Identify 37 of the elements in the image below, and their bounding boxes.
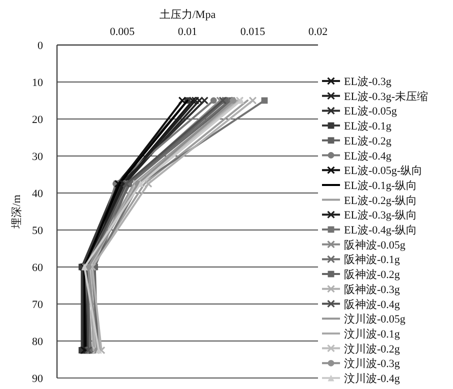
y-tick-label: 10 bbox=[32, 77, 44, 89]
legend-label: EL波-0.4g bbox=[344, 149, 392, 162]
legend-label: 阪神波-0.2g bbox=[344, 268, 400, 282]
legend-label: EL波-0.05g-纵向 bbox=[344, 164, 423, 178]
legend-label: EL波-0.4g-纵向 bbox=[344, 224, 418, 236]
y-tick-label: 60 bbox=[32, 262, 44, 274]
legend-label: EL波-0.1g bbox=[344, 120, 392, 133]
legend-label: EL波-0.1g-纵向 bbox=[344, 178, 418, 192]
legend-label: EL波-0.2g bbox=[344, 134, 392, 148]
legend-label: EL波-0.3g-未压缩 bbox=[344, 90, 428, 103]
x-axis-title: 土压力/Mpa bbox=[159, 8, 216, 21]
legend-label: EL波-0.3g bbox=[344, 75, 392, 88]
legend-label: EL波-0.3g-纵向 bbox=[344, 208, 418, 222]
y-tick-label: 80 bbox=[32, 336, 44, 348]
x-tick-label: 0.02 bbox=[308, 26, 328, 38]
y-tick-label: 30 bbox=[32, 151, 44, 163]
x-tick-label: 0.015 bbox=[240, 26, 266, 38]
y-tick-label: 20 bbox=[32, 114, 44, 126]
legend-label: 汶川波-0.4g bbox=[344, 372, 400, 385]
legend-label: 汶川波-0.3g bbox=[344, 357, 400, 370]
legend-label: 阪神波-0.1g bbox=[344, 253, 400, 266]
legend-label: 阪神波-0.3g bbox=[344, 282, 400, 296]
y-tick-label: 40 bbox=[32, 188, 44, 200]
legend-label: 汶川波-0.2g bbox=[344, 342, 400, 356]
legend-label: 阪神波-0.05g bbox=[344, 238, 406, 252]
y-tick-label: 70 bbox=[32, 299, 44, 311]
legend-label: 汶川波-0.1g bbox=[344, 327, 400, 340]
y-tick-label: 0 bbox=[38, 40, 44, 52]
y-axis-title: 埋深/m bbox=[11, 194, 23, 230]
y-tick-label: 50 bbox=[32, 225, 44, 237]
y-tick-label: 90 bbox=[32, 373, 44, 385]
legend-label: EL波-0.2g-纵向 bbox=[344, 194, 418, 207]
legend-label: 阪神波-0.4g bbox=[344, 298, 400, 311]
x-tick-label: 0.005 bbox=[110, 26, 136, 38]
legend-label: EL波-0.05g bbox=[344, 104, 398, 118]
x-tick-label: 0.01 bbox=[178, 26, 198, 38]
legend-label: 汶川波-0.05g bbox=[344, 312, 406, 326]
